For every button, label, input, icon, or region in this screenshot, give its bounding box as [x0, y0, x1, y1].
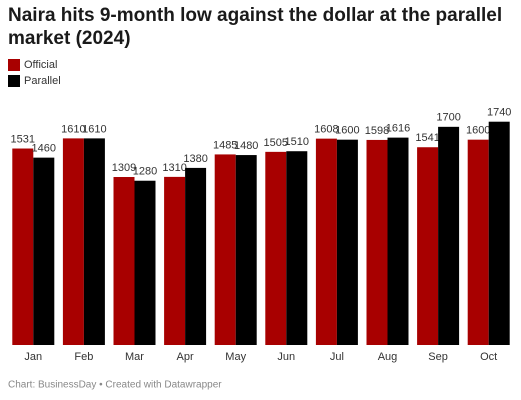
- data-label: 1505: [264, 137, 288, 149]
- x-tick-label: Oct: [480, 351, 497, 363]
- data-label: 1600: [466, 125, 490, 137]
- bar: [134, 180, 156, 345]
- bar: [366, 139, 388, 345]
- data-label: 1480: [234, 140, 258, 152]
- data-label: 1531: [11, 133, 35, 145]
- bar: [62, 138, 84, 345]
- x-tick-label: Jul: [330, 351, 344, 363]
- data-label: 1485: [213, 139, 237, 151]
- bar: [214, 154, 236, 345]
- x-tick-label: Jan: [24, 351, 42, 363]
- source: Chart: BusinessDay • Created with Datawr…: [8, 380, 222, 391]
- legend-swatch: [8, 59, 20, 71]
- bar: [265, 151, 287, 345]
- data-label: 1610: [82, 123, 106, 135]
- data-label: 1600: [335, 125, 359, 137]
- legend-label: Parallel: [24, 75, 61, 87]
- bar: [488, 121, 510, 345]
- x-tick-label: Aug: [378, 351, 398, 363]
- bar: [286, 151, 308, 345]
- bar: [164, 176, 186, 345]
- x-tick-label: Apr: [177, 351, 194, 363]
- bar: [12, 148, 34, 345]
- x-tick-label: May: [225, 351, 246, 363]
- bar: [438, 126, 460, 345]
- x-tick-label: Sep: [428, 351, 448, 363]
- data-label: 1700: [436, 112, 460, 124]
- data-label: 1740: [487, 107, 511, 119]
- data-label: 1310: [162, 162, 186, 174]
- bar: [387, 137, 409, 345]
- x-tick-label: Feb: [74, 351, 93, 363]
- data-label: 1309: [112, 162, 136, 174]
- data-label: 1541: [415, 132, 439, 144]
- data-label: 1598: [365, 125, 389, 137]
- x-tick-label: Jun: [277, 351, 295, 363]
- legend-label: Official: [24, 59, 57, 71]
- data-label: 1380: [183, 153, 207, 165]
- data-label: 1510: [285, 136, 309, 148]
- bar: [235, 155, 257, 345]
- bar: [467, 139, 489, 345]
- bar: [185, 167, 207, 345]
- bar: [83, 138, 105, 345]
- bar: [417, 147, 439, 345]
- data-label: 1460: [32, 143, 56, 155]
- data-label: 1610: [61, 123, 85, 135]
- x-tick-label: Mar: [125, 351, 144, 363]
- bar: [336, 139, 358, 345]
- bar: [33, 157, 55, 345]
- chart-title: Naira hits 9-month low against the dolla…: [8, 5, 503, 49]
- data-label: 1616: [386, 123, 410, 135]
- bar: [113, 177, 135, 345]
- data-label: 1280: [133, 166, 157, 178]
- legend-swatch: [8, 75, 20, 87]
- data-label: 1608: [314, 124, 338, 136]
- bar: [315, 138, 337, 345]
